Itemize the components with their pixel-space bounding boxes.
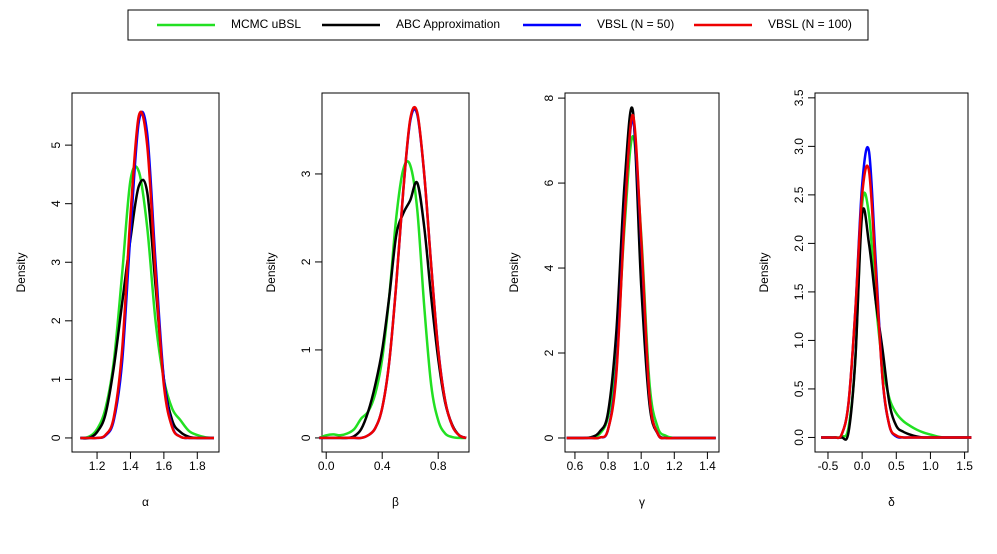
- density-line: [821, 164, 972, 440]
- y-tick-label: 3: [299, 170, 313, 177]
- density-line: [80, 165, 215, 440]
- y-tick-label: 0: [542, 434, 556, 441]
- x-tick-label: 1.5: [956, 459, 973, 473]
- plot-box: [814, 92, 969, 453]
- plot-box: [71, 92, 220, 453]
- y-tick-label: 2.0: [792, 235, 806, 252]
- x-tick-label: 1.0: [922, 459, 939, 473]
- x-tick-label: 0.5: [888, 459, 905, 473]
- y-tick-label: 1.5: [792, 283, 806, 300]
- y-tick-label: 3.0: [792, 138, 806, 155]
- y-tick-label: 2: [542, 349, 556, 356]
- y-tick-label: 2: [49, 317, 63, 324]
- legend-label: VBSL (N = 50): [597, 17, 674, 31]
- x-tick-label: 1.8: [189, 459, 206, 473]
- density-line: [319, 105, 467, 440]
- y-tick-label: 2: [299, 258, 313, 265]
- x-tick-label: 0.4: [374, 459, 391, 473]
- y-tick-label: 3: [49, 259, 63, 266]
- density-line: [566, 113, 716, 440]
- density-line: [80, 110, 214, 440]
- y-tick-label: 5: [49, 141, 63, 148]
- x-axis-label: α: [142, 495, 149, 509]
- y-axis-label: Density: [14, 252, 28, 292]
- x-tick-label: -0.5: [818, 459, 839, 473]
- y-tick-label: 0.0: [792, 429, 806, 446]
- y-tick-label: 4: [49, 200, 63, 207]
- y-tick-label: 2.5: [792, 186, 806, 203]
- x-tick-label: 0.0: [854, 459, 871, 473]
- x-tick-label: 0.8: [430, 459, 447, 473]
- x-tick-label: 1.0: [633, 459, 650, 473]
- density-line: [821, 191, 972, 439]
- y-axis-label: Density: [757, 252, 771, 292]
- x-tick-label: 1.2: [89, 459, 106, 473]
- density-line: [80, 110, 214, 440]
- x-axis-label: β: [392, 495, 399, 509]
- plot-box: [321, 92, 470, 453]
- y-tick-label: 1.0: [792, 332, 806, 349]
- y-tick-label: 1: [49, 376, 63, 383]
- legend-label: MCMC uBSL: [231, 17, 301, 31]
- plot-box: [564, 92, 720, 453]
- legend-label: VBSL (N = 100): [768, 17, 852, 31]
- y-tick-label: 8: [542, 94, 556, 101]
- x-tick-label: 0.8: [600, 459, 617, 473]
- legend-label: ABC Approximation: [396, 17, 500, 31]
- x-tick-label: 1.2: [666, 459, 683, 473]
- x-axis-label: δ: [888, 495, 895, 509]
- y-tick-label: 1: [299, 346, 313, 353]
- y-tick-label: 4: [542, 264, 556, 271]
- x-tick-label: 1.6: [156, 459, 173, 473]
- density-line: [318, 160, 467, 440]
- x-tick-label: 1.4: [122, 459, 139, 473]
- y-tick-label: 3.5: [792, 89, 806, 106]
- density-line: [821, 146, 972, 440]
- y-tick-label: 0: [299, 434, 313, 441]
- density-line: [821, 207, 972, 441]
- density-line: [566, 106, 716, 440]
- x-tick-label: 1.4: [699, 459, 716, 473]
- legend-box: [127, 9, 869, 41]
- y-tick-label: 0.5: [792, 380, 806, 397]
- x-tick-label: 0.0: [318, 459, 335, 473]
- x-axis-label: γ: [639, 495, 645, 509]
- y-axis-label: Density: [264, 252, 278, 292]
- x-tick-label: 0.6: [567, 459, 584, 473]
- y-tick-label: 6: [542, 179, 556, 186]
- y-tick-label: 0: [49, 434, 63, 441]
- y-axis-label: Density: [507, 252, 521, 292]
